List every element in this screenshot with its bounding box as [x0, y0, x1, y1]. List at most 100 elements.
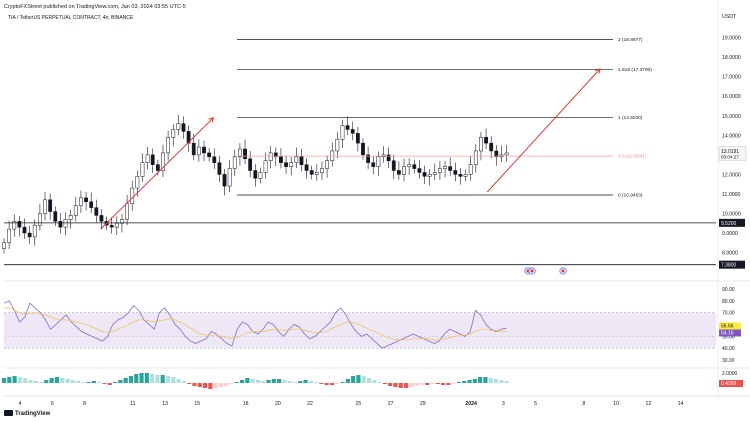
x-tick-label: 25 — [355, 401, 361, 407]
macd-bar — [308, 381, 313, 383]
candle-body — [443, 166, 447, 169]
macd-bar — [398, 383, 403, 388]
candle-body — [32, 224, 37, 238]
rsi-ma-line — [4, 307, 507, 341]
macd-bar — [403, 383, 409, 388]
macd-bar — [155, 375, 160, 383]
macd-bar — [319, 383, 324, 384]
candle-body — [294, 156, 299, 163]
macd-bar — [356, 375, 361, 383]
candle-body — [161, 152, 165, 171]
publisher-line: CryptoFXStreet published on TradingView.… — [4, 4, 186, 10]
candle-body — [53, 211, 58, 222]
candle-body — [99, 215, 104, 222]
trend-arrow — [100, 117, 214, 230]
candle-body — [427, 174, 432, 177]
candle-body — [335, 138, 340, 152]
macd-bar — [303, 380, 308, 383]
candle-body — [58, 221, 63, 228]
macd-bar — [324, 383, 329, 385]
levels: 2 (18.8977) 1.618 (17.3790) 1 (14.9220) 0.5… — [4, 37, 716, 275]
macd-bar — [441, 383, 446, 385]
macd-bar — [181, 381, 186, 383]
macd-bar — [60, 378, 65, 383]
macd-bar — [345, 379, 350, 383]
candle-body — [314, 172, 319, 175]
candle-body — [258, 172, 263, 179]
candle-body — [202, 146, 206, 154]
candle-body — [366, 154, 371, 163]
candle-body — [320, 168, 324, 173]
candle-body — [222, 174, 227, 187]
y-tick-label: 15.0000 — [722, 114, 741, 120]
macd-bar — [488, 378, 493, 383]
macd-tick: 2.0000 — [722, 371, 738, 377]
candle-body — [94, 207, 99, 216]
macd-bar — [102, 383, 107, 384]
rsi-value: 56.66 — [721, 323, 734, 329]
macd-bar — [44, 380, 49, 383]
candle-body — [396, 170, 401, 175]
macd-bar — [382, 383, 388, 384]
candle-body — [350, 129, 355, 134]
macd-bar — [23, 378, 28, 383]
y-tick-label: 19.0000 — [722, 36, 741, 42]
y-tick-label: 16.0000 — [722, 94, 741, 100]
macd-bar — [255, 380, 261, 383]
macd-bar — [7, 377, 12, 383]
candle-body — [361, 142, 365, 156]
candle-body — [37, 213, 42, 226]
price-tag-bg — [719, 260, 745, 269]
macd-bar — [245, 378, 250, 383]
candle-body — [248, 158, 253, 171]
candle-body — [422, 172, 427, 177]
x-tick-label: 2024 — [465, 401, 477, 407]
event-icon-dot — [530, 269, 534, 273]
macd-bar — [393, 383, 398, 387]
rsi-tick: 90.00 — [722, 287, 735, 293]
macd-bar — [261, 381, 266, 383]
macd-value-bg — [719, 380, 743, 387]
x-tick-label: 29 — [420, 401, 426, 407]
macd-bar — [91, 381, 97, 383]
candle-body — [412, 164, 417, 169]
macd-bar — [118, 380, 123, 383]
y-tick-label: 17.0000 — [722, 75, 741, 81]
macd-bar — [409, 383, 414, 387]
price-axis: USDT 19.0000 18.0000 17.0000 16.0000 15.0000 1… — [718, 14, 747, 387]
candle-body — [479, 137, 483, 152]
macd-pane — [1, 373, 509, 389]
candle-body — [181, 123, 186, 132]
candle-body — [376, 156, 381, 167]
candle-body — [145, 154, 150, 163]
macd-bar — [107, 383, 112, 385]
x-tick-label: 27 — [388, 401, 394, 407]
macd-bar — [192, 383, 197, 386]
rsi-ma-value-bg — [719, 329, 741, 337]
candle-body — [155, 164, 160, 171]
candle-body — [386, 154, 391, 161]
macd-bar — [12, 376, 17, 383]
event-icon-dot — [561, 269, 565, 273]
x-tick-label: 8 — [582, 401, 585, 407]
macd-bar — [128, 376, 134, 383]
candle-body — [448, 166, 453, 171]
macd-bar — [340, 382, 345, 383]
fib-level-label: 0 (10.9463) — [618, 192, 643, 198]
rsi-line — [3, 300, 507, 349]
last-price: 13.0191 — [721, 149, 739, 155]
x-tick-label: 18 — [243, 401, 249, 407]
macd-bar — [287, 381, 292, 383]
candle-body — [135, 176, 140, 189]
y-tick-label: 14.0000 — [722, 133, 741, 139]
macd-bar — [197, 383, 202, 387]
candle-body — [299, 156, 304, 165]
candle-body — [494, 150, 499, 158]
macd-bar — [430, 383, 435, 384]
candle-body — [304, 164, 309, 171]
macd-bar — [435, 383, 440, 384]
macd-bar — [123, 378, 128, 383]
macd-bar — [1, 378, 7, 383]
rsi-value-bg — [719, 322, 741, 330]
